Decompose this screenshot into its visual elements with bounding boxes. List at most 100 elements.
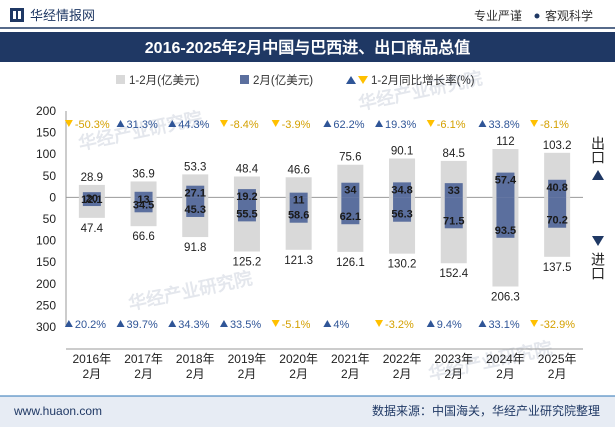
- label-export-cumulative: 48.4: [236, 163, 259, 175]
- side-label-import: 进口: [590, 252, 606, 280]
- label-import-cumulative: 125.2: [233, 256, 262, 268]
- bar-export-cumulative: [285, 177, 312, 198]
- growth-up-triangle-icon: [426, 320, 435, 327]
- bar-import-monthly: [341, 197, 360, 225]
- label-export-monthly: 34.8: [391, 184, 412, 196]
- bar-export-monthly: [186, 185, 205, 198]
- growth-up-triangle-icon: [478, 320, 487, 327]
- export-growth-rate: -8.4%: [230, 119, 259, 131]
- legend-swatch-monthly: [240, 75, 249, 84]
- legend-swatch-cumulative: [116, 75, 125, 84]
- tag-separator-dot: [534, 13, 540, 19]
- y-tick-label: 200: [36, 104, 56, 118]
- import-growth-rate: -3.2%: [385, 319, 414, 331]
- export-growth-rate: 33.8%: [488, 119, 519, 131]
- bar-import-monthly: [548, 197, 567, 228]
- growth-down-triangle-icon: [375, 320, 384, 327]
- label-import-monthly: 93.5: [495, 225, 516, 237]
- export-growth-rate: -6.1%: [437, 119, 466, 131]
- growth-down-triangle-icon: [271, 320, 280, 327]
- label-export-cumulative: 36.9: [132, 168, 154, 180]
- x-category-label: 2024年 2月: [486, 352, 525, 381]
- label-export-cumulative: 53.3: [184, 161, 206, 173]
- y-tick-label: 50: [43, 212, 57, 226]
- bar-import-monthly: [134, 197, 153, 213]
- export-growth-rate: -50.3%: [75, 119, 110, 131]
- bar-import-monthly: [237, 197, 256, 222]
- growth-up-triangle-icon: [323, 320, 332, 327]
- header-tag-2: 客观科学: [545, 8, 593, 23]
- logo-mark: [10, 8, 24, 22]
- y-tick-label: 200: [36, 277, 56, 291]
- import-growth-rate: 34.3%: [178, 319, 209, 331]
- growth-down-triangle-icon: [426, 120, 435, 127]
- import-growth-rate: 39.7%: [127, 319, 158, 331]
- y-tick-label: 250: [36, 298, 56, 312]
- label-export-cumulative: 46.6: [287, 164, 309, 176]
- label-import-cumulative: 206.3: [491, 292, 520, 304]
- y-tick-label: 50: [43, 169, 57, 183]
- label-import-cumulative: 137.5: [543, 262, 572, 274]
- export-growth-rate: 31.3%: [127, 119, 158, 131]
- bar-import-monthly: [82, 197, 101, 207]
- export-growth-rate: 19.3%: [385, 119, 416, 131]
- label-import-cumulative: 152.4: [439, 268, 468, 280]
- x-category-label: 2022年 2月: [383, 352, 422, 381]
- import-growth-rate: -5.1%: [282, 319, 311, 331]
- y-tick-label: 150: [36, 126, 56, 140]
- x-category-label: 2020年 2月: [279, 352, 318, 381]
- label-import-cumulative: 130.2: [388, 259, 417, 271]
- growth-up-triangle-icon: [168, 120, 177, 127]
- x-category-label: 2021年 2月: [331, 352, 370, 381]
- bars: [78, 149, 571, 287]
- import-growth-rate: 20.2%: [75, 319, 106, 331]
- bar-export-monthly: [393, 182, 412, 198]
- label-export-monthly: 19.2: [236, 191, 257, 203]
- label-import-monthly: 34.5: [133, 199, 154, 211]
- legend-label-monthly: 2月(亿美元): [253, 73, 313, 87]
- x-category-label: 2016年 2月: [72, 352, 111, 381]
- label-import-monthly: 70.2: [546, 215, 567, 227]
- label-import-monthly: 71.5: [443, 215, 464, 227]
- label-export-monthly: 34: [344, 185, 357, 197]
- label-export-cumulative: 75.6: [339, 152, 361, 164]
- x-category-label: 2025年 2月: [538, 352, 577, 381]
- x-category-label: 2019年 2月: [228, 352, 267, 381]
- label-export-cumulative: 84.5: [443, 148, 465, 160]
- bar-export-monthly: [548, 179, 567, 198]
- label-export-cumulative: 112: [496, 136, 514, 148]
- import-growth-rate: -32.9%: [540, 319, 575, 331]
- y-tick-label: 0: [49, 190, 56, 204]
- growth-up-triangle-icon: [64, 320, 73, 327]
- label-import-cumulative: 121.3: [284, 255, 313, 267]
- import-growth-rate: 33.5%: [230, 319, 261, 331]
- brand-name: 华经情报网: [30, 8, 95, 23]
- label-import-cumulative: 47.4: [81, 223, 104, 235]
- growth-up-triangle-icon: [116, 320, 125, 327]
- bar-export-monthly: [289, 192, 308, 198]
- label-export-cumulative: 28.9: [81, 172, 103, 184]
- footer-bar: [0, 396, 615, 427]
- label-import-monthly: 45.3: [185, 204, 206, 216]
- growth-up-triangle-icon: [219, 320, 228, 327]
- import-growth-rate: 9.4%: [437, 319, 462, 331]
- growth-up-triangle-icon: [478, 120, 487, 127]
- legend-label-growth: 1-2月同比增长率(%): [371, 73, 475, 87]
- label-import-monthly: 62.1: [340, 211, 361, 223]
- label-import-monthly: 58.6: [288, 210, 309, 222]
- growth-up-triangle-icon: [323, 120, 332, 127]
- growth-up-triangle-icon: [168, 320, 177, 327]
- side-label-export: 出口: [590, 136, 606, 164]
- growth-up-triangle-icon: [116, 120, 125, 127]
- legend-up-triangle-icon: [346, 76, 356, 84]
- y-tick-label: 100: [36, 147, 56, 161]
- legend-label-cumulative: 1-2月(亿美元): [129, 73, 199, 87]
- y-tick-label: 300: [36, 320, 56, 334]
- label-import-cumulative: 66.6: [132, 231, 154, 243]
- legend-down-triangle-icon: [358, 76, 368, 84]
- x-category-label: 2018年 2月: [176, 352, 215, 381]
- export-growth-rate: -8.1%: [540, 119, 569, 131]
- y-tick-label: 100: [36, 234, 56, 248]
- export-growth-rate: 62.2%: [333, 119, 364, 131]
